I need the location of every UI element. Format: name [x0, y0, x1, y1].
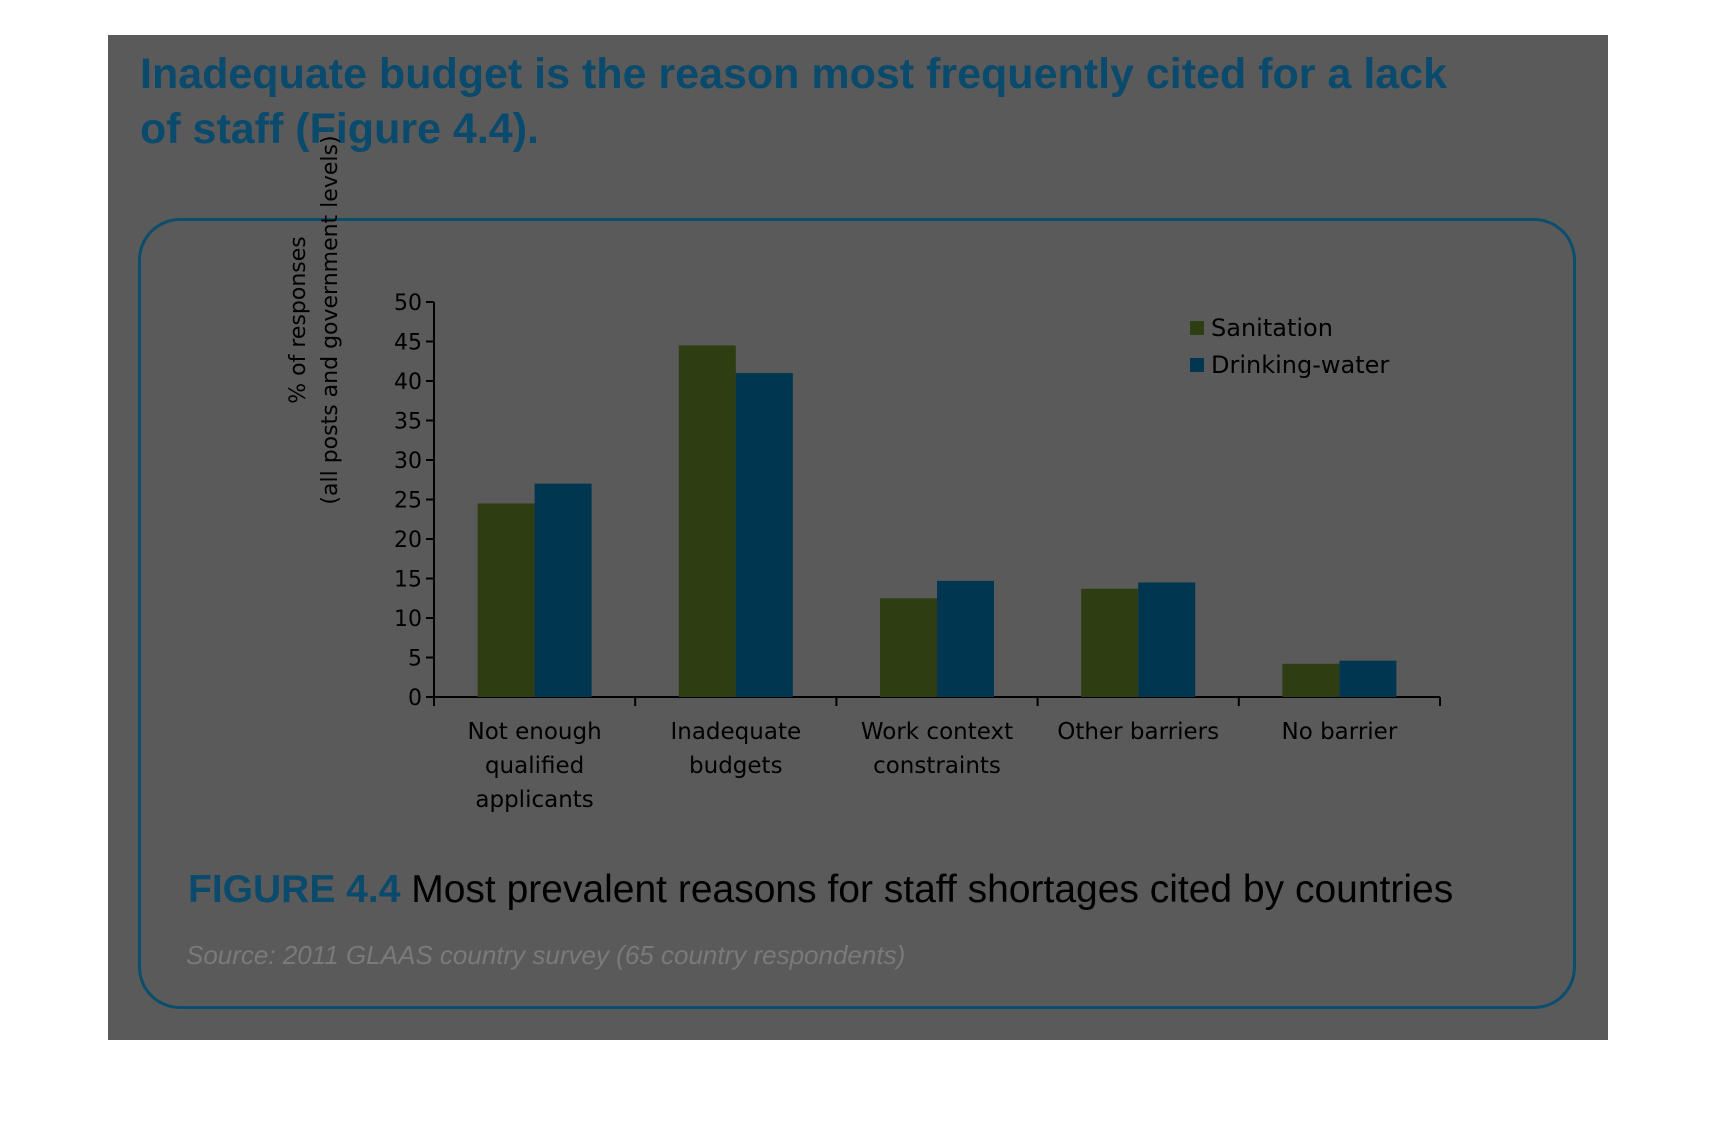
y-tick-label-30: 30	[394, 449, 422, 474]
x-category-label-4: No barrier	[1239, 715, 1439, 749]
x-category-label-line: budgets	[689, 753, 783, 779]
bar-sanitation-1	[678, 345, 736, 697]
legend-item-drinking-water: Drinking-water	[1190, 346, 1389, 383]
x-category-label-line: constraints	[873, 753, 1001, 779]
y-axis-label-line-1: % of responses	[286, 236, 311, 404]
headline-line-1: Inadequate budget is the reason most fre…	[140, 50, 1448, 98]
legend-swatch-sanitation	[1190, 320, 1204, 335]
figure-frame	[138, 218, 1576, 1009]
legend-item-sanitation: Sanitation	[1190, 309, 1389, 346]
legend-label-sanitation: Sanitation	[1211, 313, 1333, 342]
headline: Inadequate budget is the reason most fre…	[140, 47, 1540, 157]
figure-caption: FIGURE 4.4 Most prevalent reasons for st…	[188, 868, 1453, 912]
bar-sanitation-2	[880, 598, 937, 697]
legend-label-drinking-water: Drinking-water	[1211, 350, 1390, 379]
x-category-label-line: applicants	[475, 787, 594, 813]
x-category-label-line: Other barriers	[1057, 719, 1220, 745]
figure-title: Most prevalent reasons for staff shortag…	[411, 868, 1454, 911]
bar-sanitation-3	[1081, 588, 1139, 697]
legend: Sanitation Drinking-water	[1190, 309, 1389, 383]
y-tick-label-50: 50	[394, 291, 422, 316]
legend-swatch-drinking-water	[1190, 357, 1204, 372]
bar-drinking-water-1	[735, 373, 793, 697]
x-category-label-line: Work context	[860, 719, 1014, 745]
y-tick-label-25: 25	[394, 489, 422, 514]
x-category-label-line: qualified	[484, 753, 585, 779]
figure-number: FIGURE 4.4	[188, 868, 401, 911]
headline-line-2: of staff (Figure 4.4).	[140, 105, 539, 153]
x-category-label-line: Not enough	[467, 719, 602, 745]
figure-source: Source: 2011 GLAAS country survey (65 co…	[186, 940, 906, 970]
bar-sanitation-4	[1282, 663, 1340, 697]
y-axis-label-line-2: (all posts and government levels)	[318, 135, 343, 505]
x-category-label-2: Work context constraints	[837, 715, 1037, 783]
bar-drinking-water-3	[1138, 582, 1196, 697]
bar-sanitation-0	[477, 503, 535, 697]
report-page: Inadequate budget is the reason most fre…	[108, 35, 1608, 1040]
y-axis-label: % of responses (all posts and government…	[283, 100, 347, 540]
bar-drinking-water-0	[534, 483, 592, 697]
bar-drinking-water-4	[1339, 660, 1397, 697]
x-category-label-line: No barrier	[1281, 719, 1398, 745]
y-tick-label-0: 0	[408, 686, 422, 711]
y-tick-label-35: 35	[394, 410, 422, 435]
y-tick-label-20: 20	[394, 528, 422, 553]
y-tick-label-45: 45	[394, 331, 422, 356]
y-tick-label-10: 10	[394, 607, 422, 632]
x-category-label-1: Inadequate budgets	[636, 715, 836, 783]
x-category-label-0: Not enough qualified applicants	[435, 715, 635, 817]
bar-drinking-water-2	[937, 580, 994, 697]
y-tick-label-15: 15	[394, 568, 422, 593]
x-category-label-line: Inadequate	[670, 719, 802, 745]
x-category-label-3: Other barriers	[1038, 715, 1238, 749]
y-tick-label-5: 5	[408, 647, 422, 672]
y-tick-label-40: 40	[394, 370, 422, 395]
